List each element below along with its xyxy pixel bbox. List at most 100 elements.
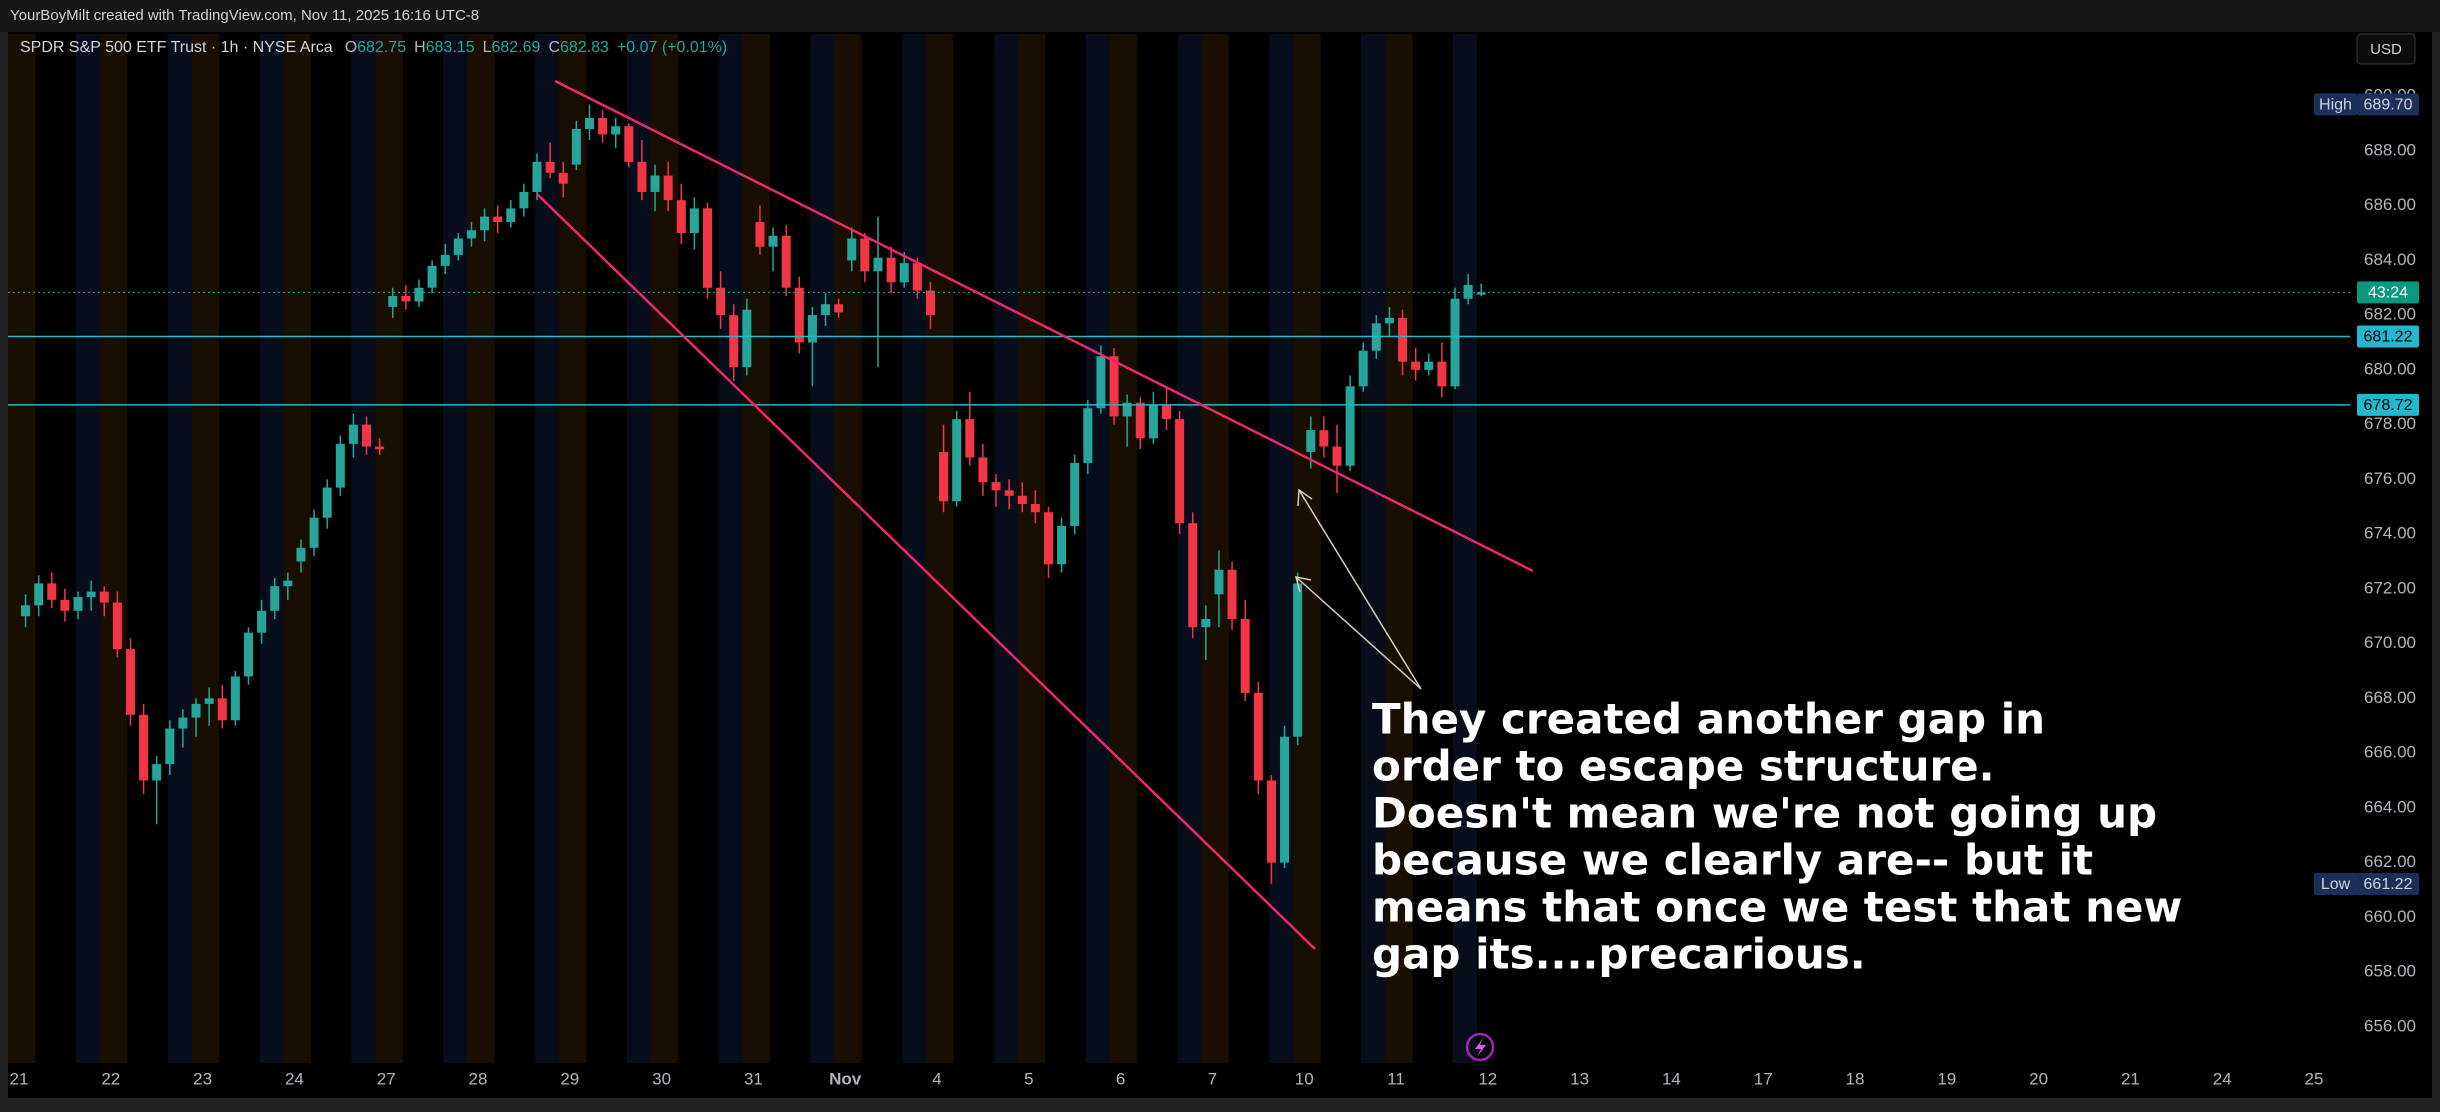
- candle-body: [73, 597, 83, 611]
- x-tick-label: 7: [1208, 1069, 1217, 1088]
- currency-label[interactable]: USD: [2370, 41, 2402, 58]
- candle-body: [375, 446, 385, 450]
- x-tick-label: 24: [285, 1069, 304, 1088]
- candle-body: [1004, 490, 1014, 496]
- candle-body: [270, 586, 280, 611]
- price-line-label-box: [2357, 393, 2419, 416]
- premarket-stripe: [191, 34, 220, 1063]
- x-tick-label: 19: [1937, 1069, 1956, 1088]
- y-tick-label: 656.00: [2364, 1016, 2416, 1035]
- candle-body: [1214, 569, 1224, 595]
- candle-body: [466, 230, 476, 239]
- candle-body: [21, 605, 31, 617]
- candle-body: [1175, 419, 1185, 524]
- candle-body: [676, 200, 686, 234]
- afterhours-stripe: [993, 34, 1018, 1063]
- x-tick-label: 18: [1846, 1069, 1865, 1088]
- alert-icon[interactable]: [1465, 1032, 1495, 1062]
- currency-button[interactable]: USD: [2356, 33, 2416, 65]
- plot: [8, 104, 2350, 884]
- y-tick-label: 660.00: [2364, 907, 2416, 926]
- candle-body: [440, 254, 450, 266]
- candle-body: [480, 216, 490, 231]
- candle-body: [309, 517, 319, 548]
- x-tick-label: 12: [1478, 1069, 1497, 1088]
- icon-ring[interactable]: [1465, 1032, 1495, 1062]
- y-tick-label: 674.00: [2364, 524, 2416, 543]
- legend-key: H: [414, 39, 426, 56]
- y-tick-label: 686.00: [2364, 195, 2416, 214]
- candle-body: [139, 714, 149, 781]
- premarket-stripe: [1201, 34, 1229, 1063]
- candle-body: [348, 424, 358, 444]
- y-tick-label: 680.00: [2364, 359, 2416, 378]
- candle-body: [912, 263, 922, 291]
- candle-body: [925, 290, 935, 316]
- candle-body: [204, 698, 214, 704]
- candle-body: [1109, 356, 1119, 417]
- annotation-line: gap its....precarious.: [1372, 930, 1866, 979]
- candle-body: [1398, 317, 1408, 362]
- candle-body: [584, 118, 594, 129]
- high-tag: High: [2319, 97, 2352, 114]
- drawings: [536, 79, 1534, 950]
- premarket-stripe: [466, 34, 495, 1063]
- candle-body: [781, 235, 791, 288]
- price-line-label: 681.22: [2364, 329, 2413, 346]
- candle-body: [191, 703, 201, 718]
- candle-body: [978, 457, 988, 483]
- candle-body: [860, 238, 870, 272]
- candle-body: [1096, 356, 1106, 409]
- premarket-stripe: [925, 34, 954, 1063]
- candle-body: [1319, 430, 1329, 447]
- candle-body: [322, 487, 332, 518]
- candle-body: [493, 216, 503, 223]
- legend-title: SPDR S&P 500 ETF Trust · 1h · NYSE Arca: [20, 39, 333, 56]
- y-tick-label: 662.00: [2364, 852, 2416, 871]
- labels: SPDR S&P 500 ETF Trust · 1h · NYSE Arca O…: [10, 39, 2419, 1088]
- premarket-stripe: [834, 34, 862, 1063]
- candle-body: [729, 315, 739, 368]
- candle-body: [716, 287, 726, 316]
- afterhours-stripe: [626, 34, 651, 1063]
- afterhours-stripe: [75, 34, 100, 1063]
- annotation-line: Doesn't mean we're not going up: [1372, 789, 2157, 838]
- candle-body: [1345, 386, 1355, 466]
- candle-body: [703, 208, 712, 288]
- low-tag: Low: [2321, 876, 2351, 893]
- candle-body: [1201, 618, 1211, 628]
- icon-bolt[interactable]: [1475, 1038, 1486, 1057]
- legend-key: O: [345, 39, 357, 56]
- x-tick-label: 25: [2305, 1069, 2324, 1088]
- candle-body: [1188, 523, 1198, 628]
- candle-body: [230, 676, 240, 721]
- arrow-head: [1297, 488, 1313, 507]
- candle-body: [794, 287, 804, 343]
- high-tag-box: [2314, 93, 2357, 116]
- candle-body: [624, 126, 634, 162]
- afterhours-stripe: [167, 34, 192, 1063]
- x-tick-label: 14: [1662, 1069, 1681, 1088]
- candle-body: [821, 304, 831, 316]
- arrow: [1295, 576, 1422, 690]
- x-tick-label: 24: [2213, 1069, 2232, 1088]
- candle-body: [427, 265, 437, 288]
- candle-body: [1148, 405, 1158, 439]
- x-tick-label: 20: [2029, 1069, 2048, 1088]
- high-value-box: [2357, 93, 2419, 116]
- afterhours-stripe: [259, 34, 284, 1063]
- currency-box[interactable]: [2356, 33, 2416, 65]
- premarket-stripe: [99, 34, 128, 1063]
- premarket-stripe: [1293, 34, 1321, 1063]
- price-line-label: 678.72: [2364, 397, 2413, 414]
- candle-body: [1306, 430, 1316, 453]
- legend-key: L: [483, 39, 492, 56]
- afterhours-stripe: [810, 34, 835, 1063]
- x-tick-label: 30: [652, 1069, 671, 1088]
- candle-body: [899, 263, 909, 283]
- candle-body: [1332, 446, 1342, 466]
- trendline-lower: [536, 193, 1316, 950]
- candle-body: [1162, 405, 1171, 420]
